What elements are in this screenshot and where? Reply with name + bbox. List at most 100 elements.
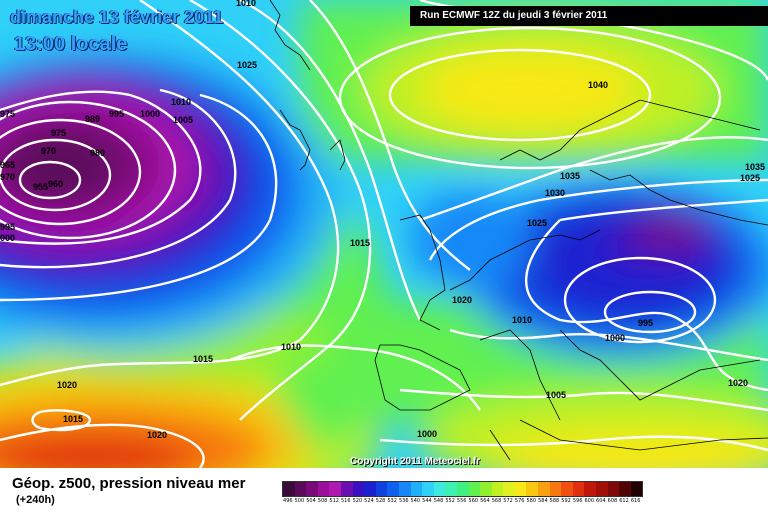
scale-label: 564 xyxy=(480,498,490,504)
color-field xyxy=(0,0,768,468)
color-swatch xyxy=(422,482,434,496)
scale-label: 592 xyxy=(561,498,571,504)
isobar-label: 1015 xyxy=(350,238,370,248)
color-swatch xyxy=(352,482,365,496)
color-swatch xyxy=(630,482,643,496)
scale-label: 496 xyxy=(283,498,293,504)
isobar-label: 1020 xyxy=(57,380,77,390)
scale-label: 516 xyxy=(340,498,351,504)
isobar-label: 1005 xyxy=(173,115,193,125)
isobar-label: 1000 xyxy=(605,333,625,343)
color-swatch xyxy=(514,482,527,496)
scale-label: 580 xyxy=(526,498,537,504)
isobar-label: 970 xyxy=(0,172,15,182)
scale-label: 584 xyxy=(538,498,548,504)
scale-label: 616 xyxy=(630,498,641,504)
color-swatch xyxy=(468,482,481,496)
isobar-label: 955 xyxy=(33,182,48,192)
isobar-label: 1010 xyxy=(236,0,256,8)
isobar-label: 1035 xyxy=(560,171,580,181)
model-run-info: Run ECMWF 12Z du jeudi 3 février 2011 xyxy=(410,6,768,26)
color-scale-labels: 496 500 504 508 512 516 520 524 528 532 536 540 544 5… xyxy=(282,498,641,504)
isobar-label: 1015 xyxy=(193,354,213,364)
color-swatch xyxy=(387,482,399,496)
color-swatch xyxy=(503,482,515,496)
scale-label: 576 xyxy=(514,498,525,504)
color-swatch xyxy=(549,482,562,496)
scale-label: 568 xyxy=(491,498,502,504)
scale-label: 528 xyxy=(375,498,386,504)
isobar-label: 975 xyxy=(0,109,15,119)
isobar-label: 970 xyxy=(41,146,56,156)
isobar-label: 1030 xyxy=(545,188,565,198)
scale-label: 500 xyxy=(294,498,305,504)
scale-label: 596 xyxy=(572,498,583,504)
isobar-label: 1040 xyxy=(588,80,608,90)
isobar-label: 1020 xyxy=(147,430,167,440)
isobar-label: 1000 xyxy=(140,109,160,119)
scale-label: 604 xyxy=(596,498,606,504)
scale-label: 572 xyxy=(503,498,513,504)
isobar-label: 980 xyxy=(90,148,105,158)
color-swatch xyxy=(445,482,457,496)
scale-label: 532 xyxy=(387,498,397,504)
color-swatch xyxy=(584,482,597,496)
isobar-label: 965 xyxy=(0,160,15,170)
isobar-label: 1010 xyxy=(512,315,532,325)
color-swatch xyxy=(306,482,318,496)
color-swatch xyxy=(340,482,353,496)
color-swatch xyxy=(491,482,504,496)
color-swatch xyxy=(294,482,307,496)
color-swatch xyxy=(596,482,608,496)
color-swatch xyxy=(572,482,585,496)
scale-label: 588 xyxy=(549,498,560,504)
isobars xyxy=(0,0,768,468)
coastlines xyxy=(269,0,768,461)
isobar-label: 995 xyxy=(0,222,15,232)
color-swatch xyxy=(283,482,295,496)
color-swatch xyxy=(607,482,620,496)
legend-title: Géop. z500, pression niveau mer xyxy=(12,475,246,492)
isobar-label: 000 xyxy=(0,233,15,243)
scale-label: 612 xyxy=(619,498,629,504)
isobar-label: 1020 xyxy=(728,378,748,388)
scale-label: 504 xyxy=(306,498,316,504)
scale-label: 552 xyxy=(445,498,455,504)
color-swatch xyxy=(526,482,539,496)
isobar-labels: 1010 1025 975 975 989 995 1000 1010 1005… xyxy=(0,0,765,440)
isobar-label: 1025 xyxy=(527,218,547,228)
color-swatch xyxy=(364,482,376,496)
scale-label: 540 xyxy=(410,498,421,504)
isobar-label: 989 xyxy=(85,114,100,124)
isobar-label: 1020 xyxy=(452,295,472,305)
color-scale xyxy=(282,481,644,497)
legend-subtitle: (+240h) xyxy=(16,494,55,506)
isobar-label: 1035 xyxy=(745,162,765,172)
isobar-label: 1025 xyxy=(740,173,760,183)
color-swatch xyxy=(456,482,469,496)
scale-label: 548 xyxy=(433,498,444,504)
forecast-time: 13:00 locale xyxy=(14,33,128,55)
isobar-label: 1010 xyxy=(171,97,191,107)
color-swatch xyxy=(410,482,423,496)
scale-label: 520 xyxy=(352,498,363,504)
copyright-notice: Copyright 2011 Meteociel.fr xyxy=(350,456,481,467)
scale-label: 600 xyxy=(584,498,594,504)
color-swatch xyxy=(561,482,573,496)
geopotential-field: 1010 1025 975 975 989 995 1000 1010 1005… xyxy=(0,0,768,468)
color-swatch xyxy=(398,482,411,496)
isobar-label: 975 xyxy=(51,128,66,138)
isobar-label: 1010 xyxy=(281,342,301,352)
isobar-label: 995 xyxy=(109,109,124,119)
color-swatch xyxy=(538,482,550,496)
scale-label: 560 xyxy=(468,498,479,504)
isobar-label: 995 xyxy=(638,318,653,328)
isobar-label: 1015 xyxy=(63,414,83,424)
isobar-label: 1025 xyxy=(237,60,257,70)
scale-label: 556 xyxy=(456,498,467,504)
forecast-date: dimanche 13 février 2011 xyxy=(10,7,224,27)
isobar-label: 1000 xyxy=(417,429,437,439)
color-swatch xyxy=(433,482,446,496)
isobar-label: 960 xyxy=(48,179,63,189)
color-swatch xyxy=(317,482,330,496)
